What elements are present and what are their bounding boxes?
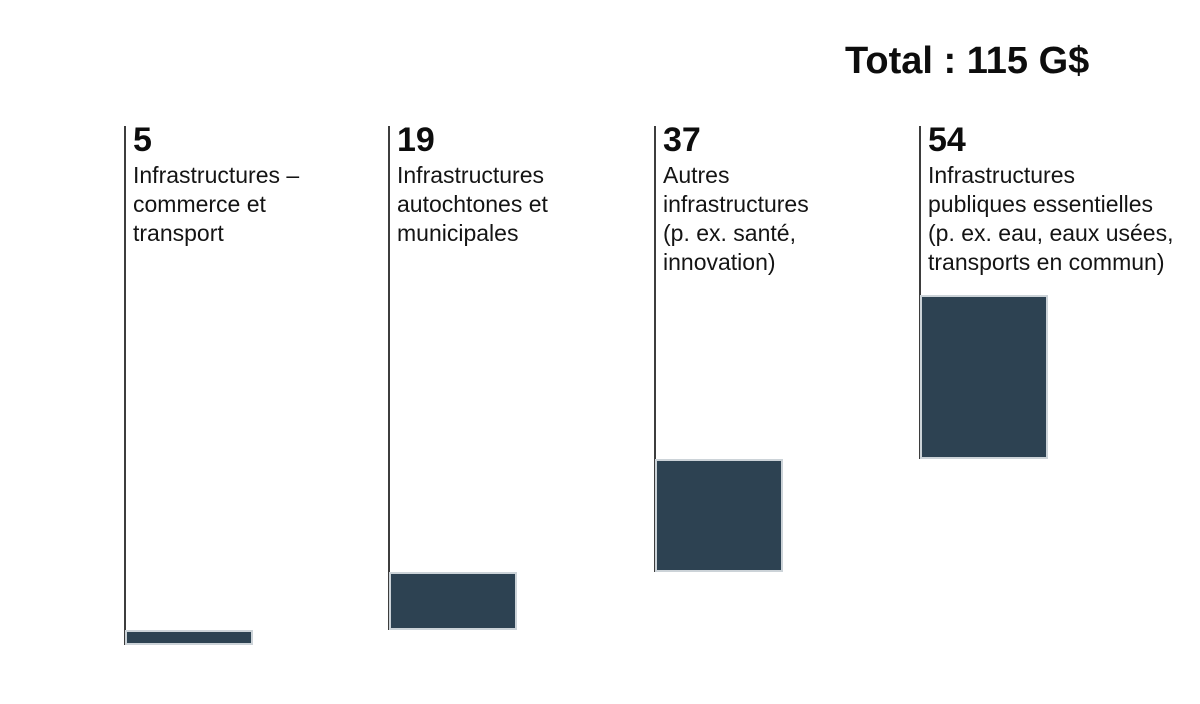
column-value: 54 [928, 121, 966, 159]
column-axis-line [919, 126, 921, 460]
column-axis-line [654, 126, 656, 572]
waterfall-column-autochtones-municipales: 19 Infrastructures autochtones et munici… [388, 0, 646, 704]
chart-total-title: Total : 115 G$ [845, 40, 1090, 82]
column-label: Infrastructures – commerce et transport [133, 162, 300, 246]
waterfall-column-publiques-essentielles: 54 Infrastructures publiques essentielle… [919, 0, 1177, 704]
column-axis-line [388, 126, 390, 630]
column-label: Infrastructures autochtones et municipal… [397, 162, 548, 246]
column-label: Infrastructures publiques essentielles (… [928, 162, 1174, 275]
column-bar [389, 571, 517, 630]
column-axis-line [124, 126, 126, 645]
column-bar [655, 459, 783, 572]
column-value: 19 [397, 121, 435, 159]
column-label: Autres infrastructures (p. ex. santé, in… [663, 162, 809, 275]
column-value: 37 [663, 121, 701, 159]
column-bar [920, 295, 1048, 460]
waterfall-column-commerce-transport: 5 Infrastructures – commerce et transpor… [124, 0, 382, 704]
column-value: 5 [133, 121, 152, 159]
waterfall-column-autres-infrastructures: 37 Autres infrastructures (p. ex. santé,… [654, 0, 912, 704]
column-bar [125, 629, 253, 645]
